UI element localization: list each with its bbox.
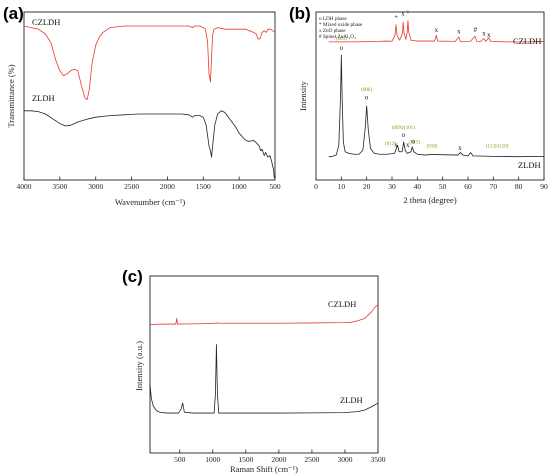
panel-c-tick-label: 500 [174,455,186,464]
panel-a-tick-label: 1000 [232,182,247,191]
panel-c: (c) 500 1000 1500 2000 2500 3000 3500 CZLDH ZL… [122,267,386,474]
panel-a-frame [23,11,276,181]
panel-c-series [149,304,379,414]
panel-b-tick-label: 70 [490,182,498,191]
panel-c-frame [149,275,379,454]
panel-a-tick-label: 2000 [160,182,175,191]
panel-b-tick-label: 30 [388,182,396,191]
hkl-label: (015) [409,141,420,146]
peak-marker: x [394,141,398,149]
panel-c-series-czldh-line [149,304,379,325]
peak-marker: x [482,29,486,37]
panel-b-x-ticks: 0 10 20 30 40 50 60 70 80 90 [314,176,548,191]
peak-marker: x [487,31,491,39]
panel-b-tick-label: 60 [464,182,472,191]
panel-c-x-label: Raman Shift (cm⁻¹) [230,464,298,474]
panel-a-series-zldh-line [24,110,275,179]
panel-b-tick-label: 0 [314,182,318,191]
peak-marker: x [457,28,461,36]
panel-a-tick-label: 2500 [124,182,139,191]
panel-a: (a) 4000 3500 3000 2500 2000 1500 1000 500 CZLD… [3,4,281,207]
peak-marker: o [411,138,415,146]
hkl-label: (012) [385,142,396,147]
peak-marker: x [401,10,405,18]
panel-a-tick-label: 3500 [52,182,67,191]
panel-b-series-label-czldh: CZLDH [513,36,541,46]
panel-c-letter: (c) [122,267,143,286]
peak-marker: # [474,26,478,34]
panel-c-tick-label: 2000 [271,455,286,464]
legend-entry-spinel: # Spinel ZnAl₂O₄ [319,34,356,40]
panel-a-tick-label: 3000 [88,182,103,191]
peak-marker: + [406,8,410,16]
hkl-label: (113)/(110) [486,145,509,150]
panel-b-series [328,20,545,158]
panel-b-tick-label: 40 [414,182,422,191]
panel-c-tick-label: 3000 [337,455,352,464]
panel-a-series-czldh-line [23,25,276,100]
hkl-label: (018) [427,145,438,150]
panel-c-series-zldh-line [149,344,379,414]
peak-marker: o [365,93,369,101]
panel-b-tick-label: 50 [439,182,447,191]
panel-b-legend: o LDH phase * Mixed oxide phase x ZnO ph… [319,16,363,40]
legend-entry-ldh: o LDH phase [319,16,347,22]
panel-c-y-label: Intensity (a.u.) [134,341,144,391]
panel-c-series-label-czldh: CZLDH [328,299,356,309]
panel-c-x-ticks: 500 1000 1500 2000 2500 3000 3500 [174,449,386,464]
peak-marker: x [435,26,439,34]
hkl-label: (009)/(101) [392,126,415,131]
peak-marker: x [458,144,462,152]
panel-a-series-label-czldh: CZLDH [32,17,60,27]
panel-b-series-czldh-line [328,20,545,43]
panel-c-tick-label: 3500 [371,455,386,464]
panel-a-x-label: Wavenumber (cm⁻¹) [115,197,185,207]
legend-entry-zno: x ZnO phase [319,28,346,34]
panel-a-y-label: Transmittance (%) [6,64,16,127]
legend-entry-mixed-oxide: * Mixed oxide phase [319,22,363,28]
panel-b-frame [315,11,545,181]
panel-b-y-label: Intensity [298,80,308,110]
panel-b-tick-label: 90 [540,182,548,191]
hkl-label: (003) [336,37,347,42]
panel-a-tick-label: 500 [269,182,281,191]
panel-b-hkl-labels: (003) (006) (012) (009)/(101) (015) (018) (113… [336,37,509,149]
panel-c-tick-label: 1500 [238,455,253,464]
panel-b-letter: (b) [289,4,311,23]
peak-marker: o [402,131,406,139]
peak-marker: x [406,141,410,149]
panel-a-series [23,25,276,179]
panel-b-tick-label: 10 [338,182,346,191]
panel-b-tick-label: 80 [515,182,523,191]
panel-b-series-zldh-line [328,54,545,158]
panel-b-x-label: 2 theta (degree) [403,195,456,205]
panel-c-series-label-zldh: ZLDH [340,395,363,405]
panel-b-tick-label: 20 [363,182,371,191]
panel-a-series-label-zldh: ZLDH [32,93,55,103]
panel-c-tick-label: 2500 [304,455,319,464]
peak-marker: o [340,44,344,52]
peak-marker: + [394,13,398,21]
panel-a-tick-label: 4000 [17,182,32,191]
hkl-label: (006) [361,88,372,93]
panel-c-tick-label: 1000 [205,455,220,464]
panel-b-series-label-zldh: ZLDH [518,160,541,170]
panel-a-letter: (a) [3,4,24,23]
panel-a-x-ticks: 4000 3500 3000 2500 2000 1500 1000 500 [17,176,281,191]
panel-a-tick-label: 1500 [196,182,211,191]
